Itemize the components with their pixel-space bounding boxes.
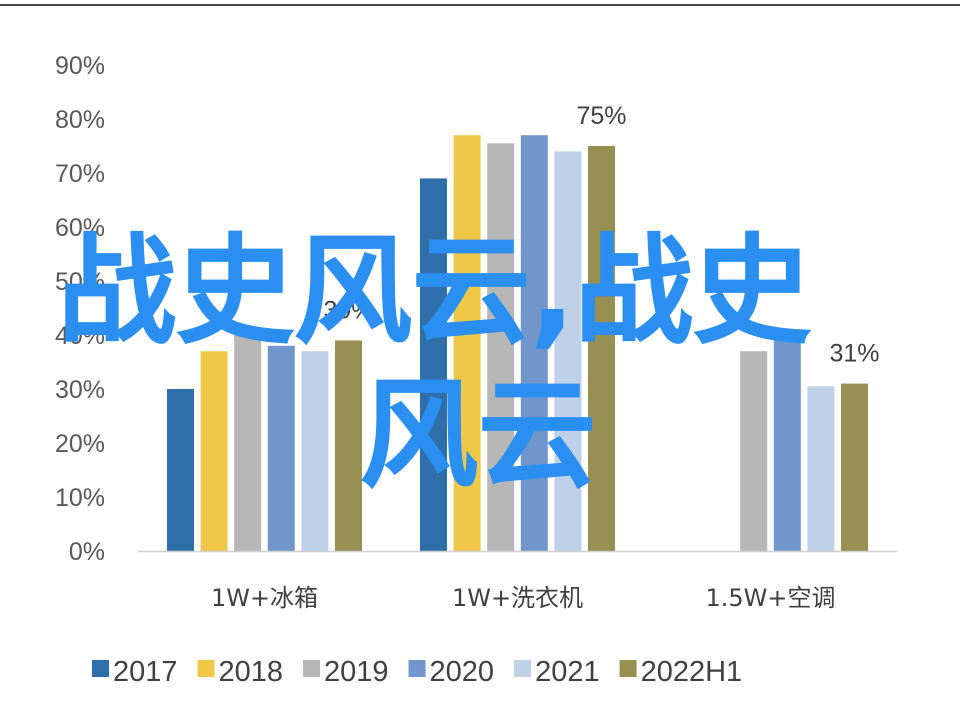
- y-tick-label: 20%: [55, 430, 105, 458]
- legend-swatch-2022H1: [619, 660, 637, 677]
- bar-2020: [520, 135, 548, 551]
- category-label: 1.5W+空调: [705, 584, 835, 612]
- bar-2021: [554, 151, 582, 551]
- y-tick-label: 40%: [55, 322, 105, 350]
- bar-2018: [453, 135, 481, 551]
- y-tick-label: 10%: [55, 484, 105, 512]
- legend-swatch-2019: [303, 660, 321, 677]
- legend-label-2019: 2019: [324, 656, 389, 688]
- legend-label-2022H1: 2022H1: [641, 656, 743, 688]
- data-label: 31%: [829, 340, 879, 368]
- category-label: 1W+洗衣机: [452, 584, 583, 612]
- y-tick-label: 60%: [55, 214, 105, 242]
- bar-2017: [167, 389, 194, 551]
- bar-2017: [420, 178, 447, 551]
- bar-2020: [267, 345, 295, 551]
- legend-swatch-2021: [514, 660, 532, 677]
- bar-2018: [200, 351, 228, 551]
- category-label: 1W+冰箱: [211, 584, 318, 612]
- y-tick-label: 50%: [55, 268, 105, 296]
- bar-2022H1: [841, 383, 868, 551]
- bar-2020: [773, 329, 801, 551]
- bar-2021: [807, 386, 835, 551]
- data-label: 75%: [576, 102, 626, 130]
- y-tick-label: 0%: [69, 538, 105, 566]
- bar-2019: [234, 335, 262, 551]
- bar-2019: [740, 351, 768, 551]
- watermark-line-2: 风云: [359, 366, 597, 504]
- legend-label-2017: 2017: [113, 656, 178, 688]
- bar-2022H1: [588, 146, 615, 551]
- legend-swatch-2017: [92, 660, 109, 677]
- y-tick-label: 80%: [55, 106, 105, 134]
- bar-2019: [487, 143, 515, 552]
- watermark-line-1: 战史风云,战史: [58, 222, 812, 360]
- data-label: 39%: [323, 296, 373, 324]
- legend-label-2018: 2018: [219, 656, 284, 688]
- bar-2022H1: [335, 340, 362, 551]
- y-tick-label: 30%: [55, 376, 105, 404]
- legend-swatch-2018: [197, 660, 215, 677]
- y-tick-label: 90%: [55, 52, 105, 80]
- top-border-line: [0, 4, 960, 6]
- y-tick-label: 70%: [55, 160, 105, 188]
- legend-label-2021: 2021: [535, 656, 600, 688]
- legend-label-2020: 2020: [430, 656, 495, 688]
- bar-2021: [301, 351, 329, 551]
- legend-swatch-2020: [408, 660, 426, 677]
